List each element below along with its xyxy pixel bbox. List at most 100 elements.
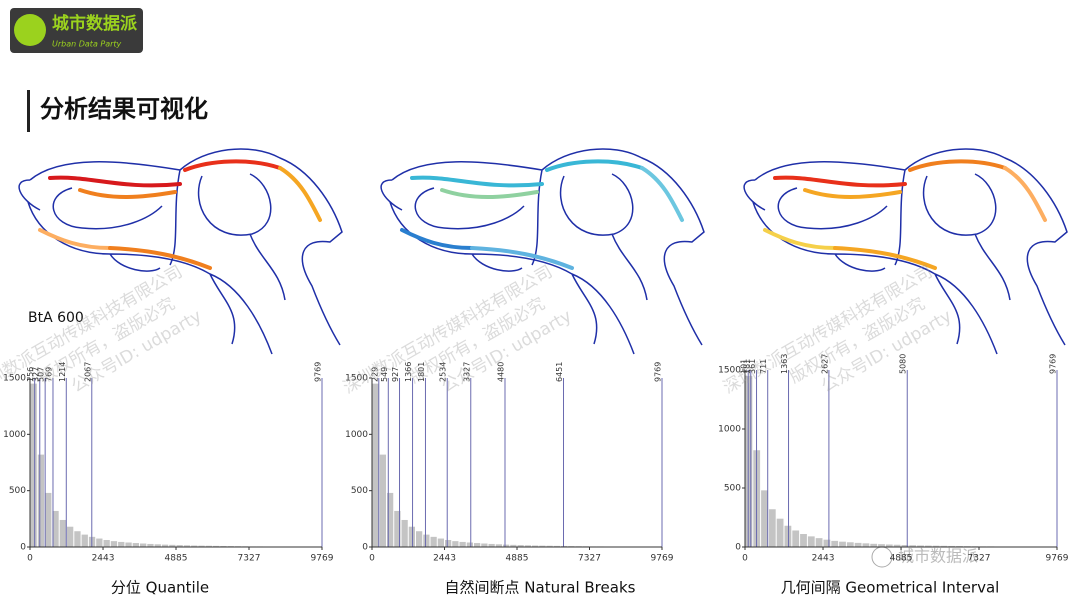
histogram-bar — [776, 518, 784, 547]
logo-title: 城市数据派 — [52, 13, 138, 34]
histogram-bar — [862, 543, 870, 547]
histogram-bar — [379, 454, 386, 547]
map-hotspot — [400, 228, 474, 250]
x-tick-label: 4885 — [506, 554, 529, 564]
y-tick-label: 500 — [9, 486, 26, 496]
map-hotspot — [908, 159, 1007, 172]
histogram-bar — [839, 541, 846, 547]
map-hotspot — [833, 246, 937, 270]
break-label: 1366 — [404, 362, 413, 382]
panel-caption: 自然间断点 Natural Breaks — [445, 579, 636, 597]
map-hotspot — [803, 188, 902, 199]
map-hotspot — [640, 166, 684, 222]
x-tick-label: 4885 — [890, 554, 913, 564]
histogram-bar — [800, 534, 807, 547]
break-label: 2067 — [83, 362, 92, 382]
histogram-bar — [940, 545, 948, 547]
histogram-bar — [481, 543, 488, 547]
map-hotspot — [545, 159, 644, 172]
histogram-bar — [372, 383, 379, 547]
x-tick-label: 0 — [369, 554, 375, 564]
map-hotspot — [410, 175, 544, 188]
y-tick-label: 1500 — [345, 374, 368, 384]
histogram-bar — [140, 543, 147, 547]
break-label: 711 — [759, 359, 768, 374]
map-label: BtA 600 — [28, 310, 84, 326]
map-hotspot — [183, 159, 282, 172]
map-hotspot — [78, 188, 177, 199]
histogram-bar — [37, 454, 45, 547]
histogram-bar — [67, 526, 74, 547]
histogram-bar — [161, 544, 169, 547]
break-label: 9769 — [314, 362, 323, 382]
histogram-bar — [546, 545, 553, 547]
y-tick-label: 1000 — [718, 425, 741, 435]
histogram-bar — [213, 545, 220, 547]
map-hotspot — [1003, 166, 1047, 222]
break-label: 507 — [37, 367, 46, 382]
break-label: 3327 — [462, 362, 471, 382]
histogram-bar — [81, 534, 88, 547]
histogram-bar — [154, 544, 161, 547]
histogram-bar — [118, 541, 125, 547]
histogram-bar — [387, 492, 394, 547]
histogram-bar — [815, 538, 823, 547]
map-hotspot — [38, 228, 112, 250]
map — [18, 148, 343, 355]
badge: 城市数据派 — [871, 546, 978, 568]
histogram-bar — [768, 509, 776, 547]
y-tick-label: 0 — [735, 543, 741, 553]
histogram-bar — [474, 543, 481, 547]
histogram-bar — [466, 542, 473, 547]
histogram-bar — [917, 545, 924, 547]
histogram-bar — [445, 540, 452, 547]
histogram-bar — [948, 545, 956, 547]
x-tick-label: 9769 — [1046, 554, 1069, 564]
break-label: 361 — [748, 359, 757, 374]
histogram-bar — [198, 545, 205, 547]
x-tick-label: 0 — [742, 554, 748, 564]
y-tick-label: 1000 — [3, 430, 26, 440]
break-label: 181 — [742, 359, 751, 374]
break-label: 2627 — [820, 354, 829, 374]
histogram-bar — [132, 543, 139, 547]
histogram-bar — [807, 536, 815, 547]
histogram-bar — [74, 531, 81, 547]
histogram-bar — [459, 541, 466, 547]
map-hotspot — [440, 188, 539, 199]
x-tick-label: 7327 — [968, 554, 991, 564]
y-tick-label: 1000 — [345, 430, 368, 440]
histogram-bar — [430, 536, 437, 547]
x-tick-label: 7327 — [578, 554, 601, 564]
histogram-bar — [169, 544, 176, 547]
break-label: 9769 — [654, 362, 663, 382]
histogram-bar — [846, 542, 854, 547]
histogram-bar — [452, 541, 459, 547]
logo-box — [10, 8, 143, 53]
histogram-bar — [901, 544, 909, 547]
map — [380, 148, 705, 355]
histogram-bar — [878, 544, 885, 547]
y-tick-label: 500 — [351, 486, 368, 496]
histogram-bar — [125, 542, 132, 547]
break-label: 229 — [370, 367, 379, 382]
histogram-bar — [176, 545, 183, 547]
panel-caption: 分位 Quantile — [111, 579, 209, 597]
map-hotspot — [773, 175, 907, 188]
panel-caption: 几何间隔 Geometrical Interval — [781, 579, 1000, 597]
break-label: 2534 — [439, 362, 448, 382]
x-tick-label: 2443 — [92, 554, 115, 564]
break-label: 9769 — [1049, 354, 1058, 374]
histogram-bar — [517, 545, 524, 547]
map-hotspot — [763, 228, 837, 250]
map — [743, 148, 1068, 355]
break-label: 327 — [31, 367, 40, 382]
break-label: 1363 — [780, 354, 789, 374]
x-tick-label: 2443 — [433, 554, 456, 564]
histogram-bar — [110, 541, 118, 547]
histogram-bar — [183, 545, 191, 547]
histogram-bar — [103, 540, 110, 547]
y-tick-label: 0 — [362, 543, 368, 553]
histogram-bar — [553, 545, 560, 547]
